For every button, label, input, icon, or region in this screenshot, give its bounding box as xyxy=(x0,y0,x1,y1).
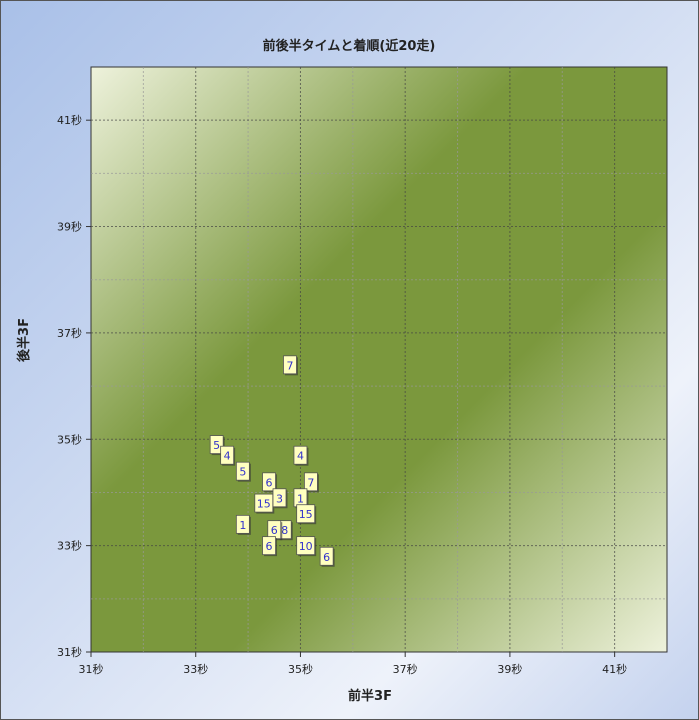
data-point-label: 6 xyxy=(266,540,273,553)
y-tick-label: 35秒 xyxy=(57,432,82,446)
data-point-label: 4 xyxy=(297,450,304,463)
data-point-label: 1 xyxy=(297,492,304,505)
data-point: 6 xyxy=(262,472,278,493)
y-axis-label: 後半3F xyxy=(16,318,32,362)
data-point-marker xyxy=(262,536,276,556)
data-point: 7 xyxy=(304,472,319,493)
data-point: 15 xyxy=(254,493,275,514)
data-point-marker xyxy=(296,536,316,556)
data-point-label: 3 xyxy=(276,492,283,505)
x-tick-label: 35秒 xyxy=(288,662,313,676)
data-point-marker xyxy=(304,472,318,492)
data-point-marker xyxy=(296,504,316,524)
data-point-label: 6 xyxy=(323,551,330,564)
data-point: 4 xyxy=(220,445,236,466)
data-point-label: 15 xyxy=(257,498,271,511)
data-point: 1 xyxy=(293,488,309,509)
data-point-marker xyxy=(235,461,250,481)
data-point-marker xyxy=(283,355,297,375)
y-tick-label: 31秒 xyxy=(57,645,82,659)
data-point: 3 xyxy=(272,488,288,509)
data-point-label: 5 xyxy=(239,466,246,479)
data-point-marker xyxy=(209,435,224,454)
data-point-label: 1 xyxy=(239,519,246,532)
data-point-marker xyxy=(262,472,276,492)
y-tick-label: 37秒 xyxy=(57,326,82,340)
x-tick-label: 33秒 xyxy=(183,662,208,676)
data-point-marker xyxy=(319,546,334,566)
plot-area xyxy=(90,66,668,653)
chart-title: 前後半タイムと着順(近20走) xyxy=(263,38,436,54)
data-point-label: 5 xyxy=(213,439,220,452)
data-point-marker xyxy=(272,488,287,508)
data-point-label: 8 xyxy=(281,524,288,537)
data-point: 10 xyxy=(296,536,317,557)
data-point-marker xyxy=(293,445,308,465)
data-point-marker xyxy=(220,445,235,465)
x-tick-label: 41秒 xyxy=(602,662,627,676)
data-point: 7 xyxy=(283,355,298,376)
x-tick-label: 39秒 xyxy=(497,662,522,676)
data-point: 6 xyxy=(262,536,278,557)
y-tick-label: 33秒 xyxy=(57,539,82,553)
x-axis-label: 前半3F xyxy=(348,688,392,704)
y-tick-label: 41秒 xyxy=(57,113,82,127)
data-point: 6 xyxy=(319,546,335,567)
data-point-label: 15 xyxy=(299,508,313,521)
data-point-label: 6 xyxy=(271,524,278,537)
data-point: 6 xyxy=(267,520,283,541)
data-point-label: 7 xyxy=(286,359,293,372)
x-tick-label: 31秒 xyxy=(79,662,104,676)
x-tick-label: 37秒 xyxy=(393,662,418,676)
y-tick-label: 39秒 xyxy=(57,220,82,234)
data-point-marker xyxy=(235,514,250,534)
data-point-label: 10 xyxy=(299,540,313,553)
data-point: 4 xyxy=(293,445,309,466)
data-point-label: 4 xyxy=(224,450,231,463)
data-point-label: 7 xyxy=(307,476,314,489)
data-point: 1 xyxy=(235,514,251,535)
data-point: 15 xyxy=(296,504,317,525)
data-point: 5 xyxy=(235,461,251,482)
data-point-label: 6 xyxy=(266,476,273,489)
